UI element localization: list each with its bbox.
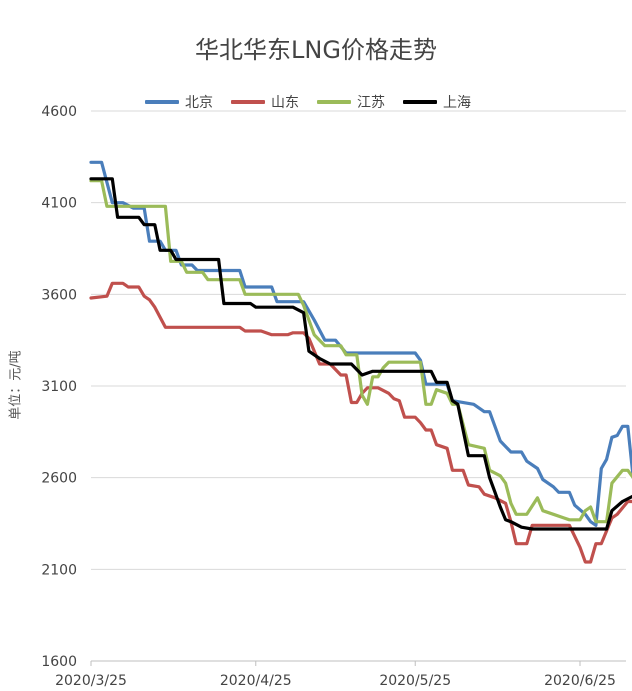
- legend-item-jiangsu: 江苏: [317, 92, 385, 112]
- legend: 北京 山东 江苏 上海: [145, 92, 489, 112]
- series-line-1: [89, 281, 632, 564]
- legend-item-beijing: 北京: [145, 92, 213, 112]
- y-tick-label: 2100: [41, 562, 77, 578]
- y-tick-label: 4600: [41, 104, 77, 120]
- series-line-3: [89, 177, 632, 531]
- legend-item-shandong: 山东: [231, 92, 299, 112]
- legend-swatch-shandong: [231, 100, 265, 104]
- legend-swatch-jiangsu: [317, 100, 351, 104]
- x-tick-label: 2020/4/25: [220, 673, 292, 689]
- legend-item-shanghai: 上海: [403, 92, 471, 112]
- y-tick-label: 1600: [41, 654, 77, 670]
- legend-label-beijing: 北京: [185, 95, 213, 111]
- legend-swatch-beijing: [145, 100, 179, 104]
- x-tick-label: 2020/6/25: [544, 673, 616, 689]
- legend-label-shandong: 山东: [271, 95, 299, 111]
- y-tick-label: 3600: [41, 287, 77, 303]
- chart-title: 华北华东LNG价格走势: [195, 36, 437, 64]
- legend-label-shanghai: 上海: [443, 95, 471, 111]
- y-tick-label: 4100: [41, 196, 77, 212]
- series-line-0: [89, 160, 632, 527]
- series-line-2: [89, 179, 632, 524]
- y-tick-label: 2600: [41, 471, 77, 487]
- x-tick-label: 2020/3/25: [55, 673, 127, 689]
- legend-swatch-shanghai: [403, 100, 437, 104]
- x-tick-label: 2020/5/25: [379, 673, 451, 689]
- legend-label-jiangsu: 江苏: [357, 95, 385, 111]
- y-tick-label: 3100: [41, 379, 77, 395]
